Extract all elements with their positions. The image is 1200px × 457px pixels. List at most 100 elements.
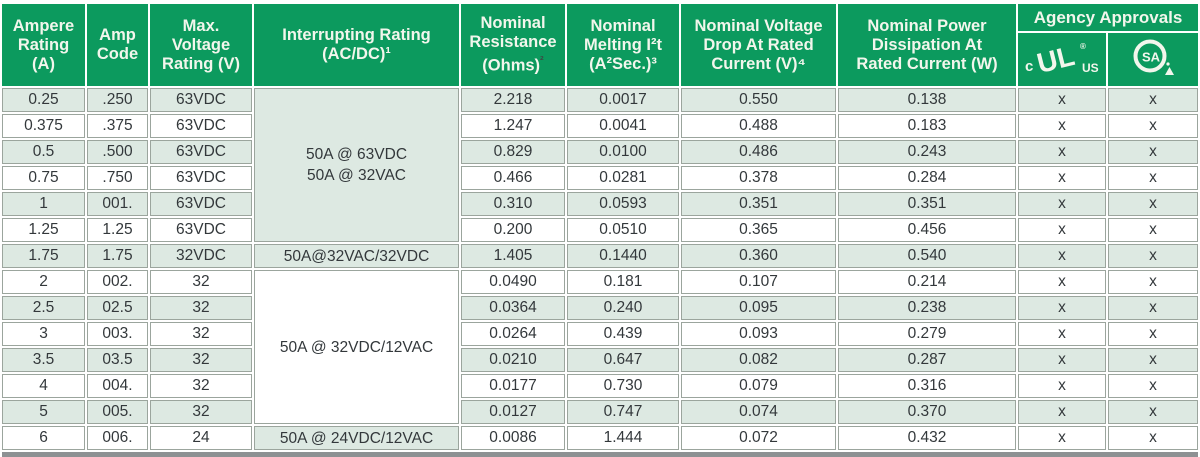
cell-ampere-rating: 0.375 (2, 114, 85, 138)
cell-csa-approval: x (1108, 114, 1199, 138)
cell-melting-i2t: 1.444 (567, 426, 679, 450)
cell-voltage-drop: 0.486 (681, 140, 836, 164)
cell-interrupting-rating: 50A@32VAC/32VDC (254, 244, 459, 268)
cell-power-dissipation: 0.138 (838, 88, 1016, 112)
header-interrupting-rating: Interrupting Rating (AC/DC)¹ (254, 4, 459, 86)
cell-nominal-resistance: 0.0177 (461, 374, 565, 398)
cell-amp-code: 03.5 (87, 348, 148, 372)
cell-ampere-rating: 0.25 (2, 88, 85, 112)
cell-nominal-resistance: 0.466 (461, 166, 565, 190)
table-row: 0.25.250 63VDC 50A @ 63VDC 50A @ 32VAC 2.21… (2, 88, 1199, 242)
cell-max-voltage: 32 (150, 348, 252, 372)
header-max-voltage: Max. Voltage Rating (V) (150, 4, 252, 86)
cell-max-voltage: 32 (150, 270, 252, 294)
table-row: 2 002. 32 50A @ 32VDC/12VAC 0.0490 0.181 0.107… (2, 270, 1199, 424)
cell-csa-approval: x (1108, 348, 1199, 372)
cell-max-voltage: 32 (150, 374, 252, 398)
table-row: 3 003. 32 0.0264 0.439 0.093 0.279 x x (2, 322, 1199, 346)
cell-nominal-resistance: 0.0086 (461, 426, 565, 450)
cell-voltage-drop: 0.550 (681, 88, 836, 112)
header-voltage-drop: Nominal Voltage Drop At Rated Current (V… (681, 4, 836, 86)
table-row: 1.25 1.25 63VDC 0.200 0.0510 0.365 0.456 x x (2, 218, 1199, 242)
cell-csa-approval: x (1108, 426, 1199, 450)
cell-amp-code: .750 (87, 166, 148, 190)
cell-power-dissipation: 0.243 (838, 140, 1016, 164)
cell-ampere-rating: 0.5 (2, 140, 85, 164)
cell-ul-approval: x (1018, 140, 1106, 164)
cell-csa-approval: x (1108, 270, 1199, 294)
cell-max-voltage: 32 (150, 400, 252, 424)
cell-voltage-drop: 0.365 (681, 218, 836, 242)
cell-ampere-rating: 4 (2, 374, 85, 398)
cell-max-voltage: 24 (150, 426, 252, 450)
cell-nominal-resistance: 0.0264 (461, 322, 565, 346)
cell-voltage-drop: 0.079 (681, 374, 836, 398)
cell-ul-approval: x (1018, 166, 1106, 190)
cell-nominal-resistance: 0.0490 (461, 270, 565, 294)
cell-ul-approval: x (1018, 348, 1106, 372)
svg-text:SA: SA (1142, 50, 1161, 65)
cell-amp-code: .250 (87, 88, 148, 112)
csa-mark-icon: SA (1133, 39, 1174, 75)
cell-voltage-drop: 0.360 (681, 244, 836, 268)
cell-max-voltage: 63VDC (150, 218, 252, 242)
cell-max-voltage: 63VDC (150, 192, 252, 216)
header-nominal-resistance: Nominal Resistance (Ohms)² (461, 4, 565, 86)
cell-power-dissipation: 0.284 (838, 166, 1016, 190)
cell-amp-code: 1.25 (87, 218, 148, 242)
cell-voltage-drop: 0.082 (681, 348, 836, 372)
cell-csa-approval: x (1108, 192, 1199, 216)
cell-max-voltage: 63VDC (150, 88, 252, 112)
cell-interrupting-rating: 50A @ 63VDC 50A @ 32VAC (254, 88, 459, 242)
table-row: 1.75 1.75 32VDC 50A@32VAC/32VDC 1.405 0.1440 0… (2, 244, 1199, 268)
cell-ul-approval: x (1018, 244, 1106, 268)
cell-amp-code: 005. (87, 400, 148, 424)
cell-ul-approval: x (1018, 114, 1106, 138)
cell-max-voltage: 63VDC (150, 166, 252, 190)
cell-max-voltage: 63VDC (150, 114, 252, 138)
cell-amp-code: 001. (87, 192, 148, 216)
header-ampere-rating: Ampere Rating (A) (2, 4, 85, 86)
cell-ul-approval: x (1018, 270, 1106, 294)
cell-csa-approval: x (1108, 166, 1199, 190)
cell-nominal-resistance: 0.0127 (461, 400, 565, 424)
cell-power-dissipation: 0.279 (838, 322, 1016, 346)
cell-max-voltage: 32 (150, 322, 252, 346)
cell-ampere-rating: 3 (2, 322, 85, 346)
cell-power-dissipation: 0.214 (838, 270, 1016, 294)
cell-max-voltage: 32VDC (150, 244, 252, 268)
cell-ampere-rating: 1 (2, 192, 85, 216)
cell-csa-approval: x (1108, 374, 1199, 398)
cell-ul-approval: x (1018, 400, 1106, 424)
cell-melting-i2t: 0.0510 (567, 218, 679, 242)
cell-ul-approval: x (1018, 192, 1106, 216)
cell-melting-i2t: 0.439 (567, 322, 679, 346)
cell-voltage-drop: 0.488 (681, 114, 836, 138)
header-ul-approval: c UL ® US (1018, 33, 1106, 86)
table-row: 0.75.750 63VDC 0.466 0.0281 0.378 0.284 x x (2, 166, 1199, 190)
cell-melting-i2t: 0.1440 (567, 244, 679, 268)
cell-power-dissipation: 0.316 (838, 374, 1016, 398)
header-nominal-resistance-label: Nominal Resistance (Ohms) (469, 14, 557, 75)
cell-ul-approval: x (1018, 88, 1106, 112)
table-row: 0.5.500 63VDC 0.829 0.0100 0.486 0.243 x x (2, 140, 1199, 164)
cell-csa-approval: x (1108, 88, 1199, 112)
cell-ul-approval: x (1018, 322, 1106, 346)
cell-nominal-resistance: 0.829 (461, 140, 565, 164)
cell-ampere-rating: 1.25 (2, 218, 85, 242)
cell-melting-i2t: 0.0593 (567, 192, 679, 216)
cell-melting-i2t: 0.747 (567, 400, 679, 424)
cell-csa-approval: x (1108, 400, 1199, 424)
cell-amp-code: 004. (87, 374, 148, 398)
cell-csa-approval: x (1108, 244, 1199, 268)
cell-amp-code: .500 (87, 140, 148, 164)
cell-amp-code: 006. (87, 426, 148, 450)
header-melting-i2t: Nominal Melting I²t (A²Sec.)³ (567, 4, 679, 86)
cell-power-dissipation: 0.287 (838, 348, 1016, 372)
header-csa-approval: SA (1108, 33, 1199, 86)
datasheet-page: { "colors": { "header_green": "#0c9a5e",… (2, 4, 1199, 457)
header-amp-code-label: Amp Code (96, 26, 139, 63)
header-melting-i2t-label: Nominal Melting I²t (A²Sec.)³ (584, 16, 662, 73)
svg-text:UL: UL (1034, 40, 1078, 77)
